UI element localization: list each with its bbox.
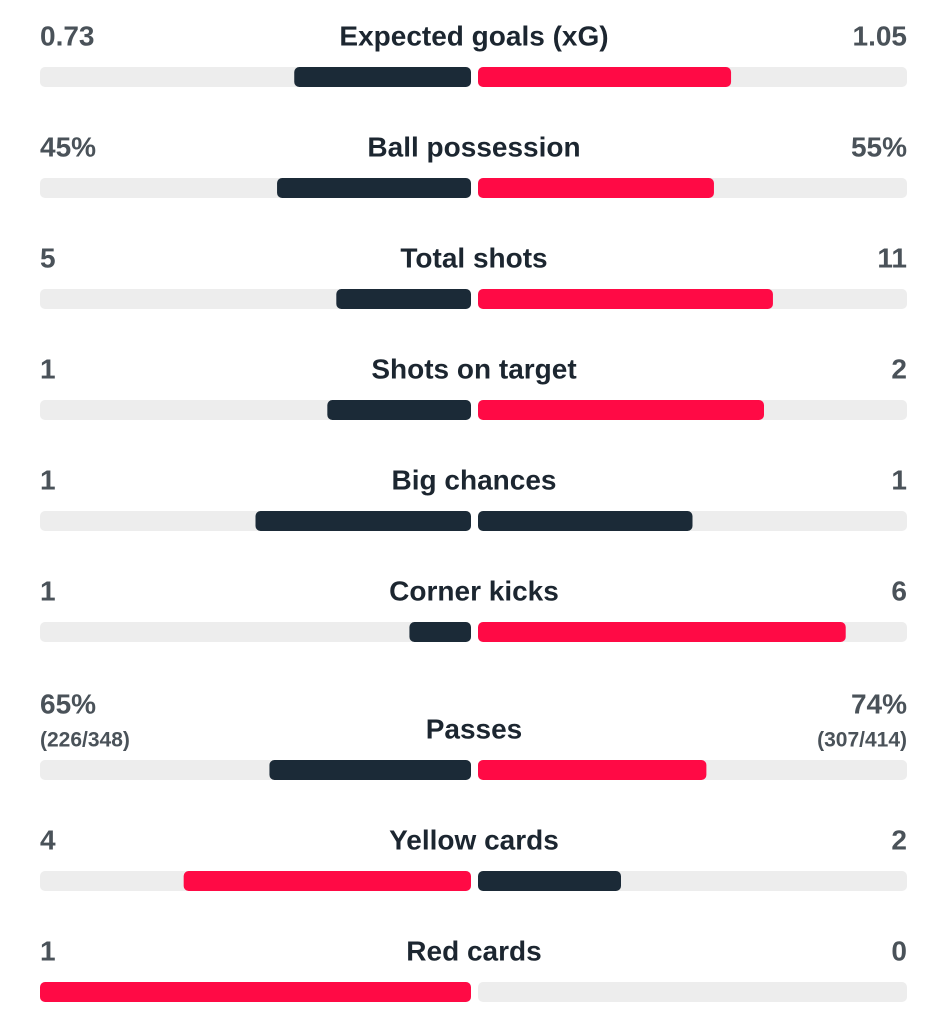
home-bar [183, 871, 471, 891]
away-value: 74% [851, 688, 907, 719]
home-bar [294, 67, 471, 87]
home-detail: (226/348) [40, 729, 130, 752]
stat-label: Ball possession [367, 131, 580, 162]
away-value: 55% [851, 131, 907, 162]
home-value: 45% [40, 131, 96, 162]
stat-label: Total shots [400, 242, 547, 273]
away-bar [478, 871, 621, 891]
away-value: 2 [891, 824, 907, 855]
away-value: 1 [891, 464, 907, 495]
away-bar [478, 760, 707, 780]
away-bar [478, 67, 732, 87]
away-bar [478, 178, 714, 198]
home-bar [336, 289, 471, 309]
stat-label: Yellow cards [389, 824, 559, 855]
away-bar [478, 622, 846, 642]
home-bar [269, 760, 471, 780]
stat-label: Corner kicks [389, 575, 559, 606]
track [478, 982, 907, 1002]
home-value: 0.73 [40, 20, 95, 51]
track [40, 622, 471, 642]
home-value: 1 [40, 353, 56, 384]
home-value: 1 [40, 575, 56, 606]
away-value: 0 [891, 935, 907, 966]
stat-label: Expected goals (xG) [339, 20, 608, 51]
home-value: 5 [40, 242, 56, 273]
home-value: 65% [40, 688, 96, 719]
stat-label: Shots on target [371, 353, 576, 384]
away-bar [478, 400, 764, 420]
away-detail: (307/414) [817, 729, 907, 752]
home-bar [409, 622, 471, 642]
away-value: 6 [891, 575, 907, 606]
home-value: 1 [40, 464, 56, 495]
away-bar [478, 511, 693, 531]
stat-label: Red cards [406, 935, 541, 966]
away-value: 1.05 [853, 20, 908, 51]
home-value: 4 [40, 824, 56, 855]
home-bar [255, 511, 471, 531]
home-bar [40, 982, 471, 1002]
stat-label: Big chances [392, 464, 557, 495]
away-value: 2 [891, 353, 907, 384]
home-bar [327, 400, 471, 420]
stat-label: Passes [426, 713, 523, 744]
home-bar [277, 178, 471, 198]
away-value: 11 [877, 242, 907, 273]
away-bar [478, 289, 773, 309]
home-value: 1 [40, 935, 56, 966]
